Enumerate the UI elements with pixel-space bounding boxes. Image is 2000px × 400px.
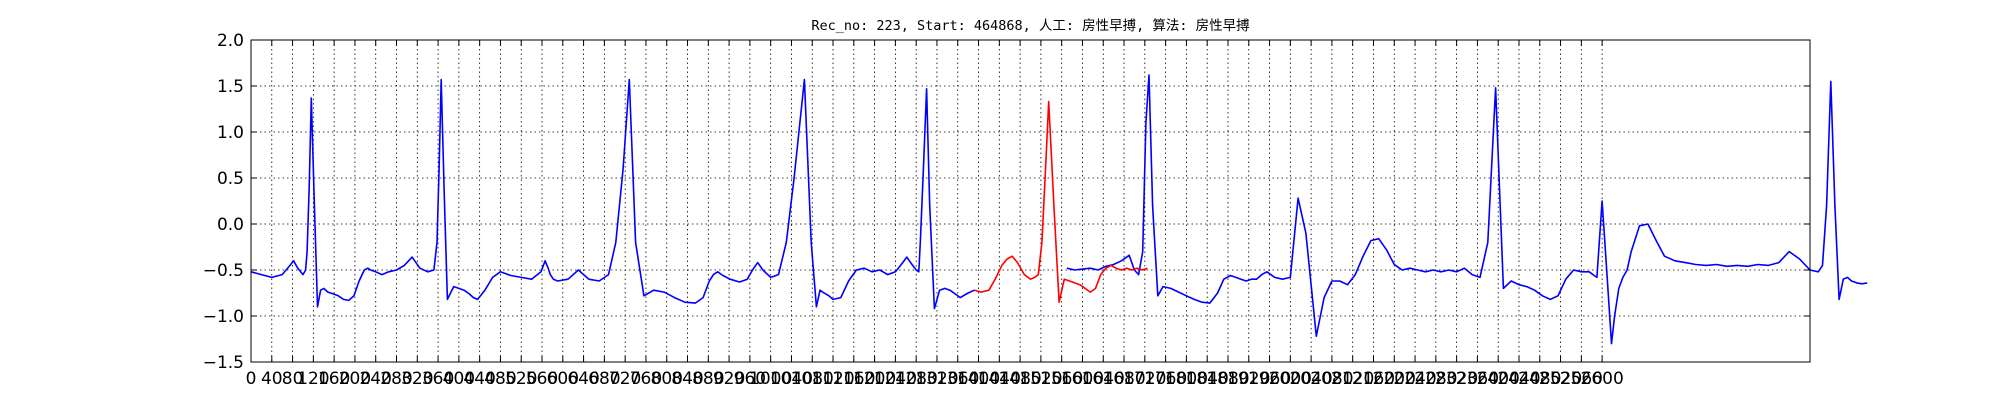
x-tick-label: 2400 — [1477, 369, 1520, 389]
x-tick-label: 2040 — [1289, 369, 1332, 389]
x-tick-label: 1320 — [915, 369, 958, 389]
x-tick-label: 2280 — [1414, 369, 1457, 389]
x-tick-label: 1520 — [1019, 369, 1062, 389]
x-tick-label: 1840 — [1186, 369, 1229, 389]
y-tick-label: −1.5 — [203, 353, 244, 373]
x-tick-label: 80 — [282, 369, 304, 389]
x-tick-label: 1000 — [749, 369, 792, 389]
y-tick-label: 1.0 — [217, 123, 244, 143]
x-tick-label: 1960 — [1248, 369, 1291, 389]
x-tick-label: 240 — [359, 369, 391, 389]
x-tick-label: 120 — [297, 369, 329, 389]
y-tick-label: −0.5 — [203, 261, 244, 281]
x-tick-label: 1560 — [1040, 369, 1083, 389]
chart-title: Rec_no: 223, Start: 464868, 人工: 房性早搏, 算法… — [811, 17, 1249, 34]
x-tick-label: 560 — [526, 369, 558, 389]
x-tick-label: 200 — [339, 369, 371, 389]
x-tick-label: 1160 — [832, 369, 875, 389]
x-tick-label: 720 — [609, 369, 641, 389]
x-tick-label: 1680 — [1102, 369, 1145, 389]
x-tick-label: 800 — [651, 369, 683, 389]
series-line-1-0 — [974, 100, 1148, 304]
x-tick-label: 2480 — [1518, 369, 1561, 389]
series-line-0-1 — [1066, 74, 1632, 345]
x-tick-label: 2120 — [1331, 369, 1374, 389]
x-tick-label: 2360 — [1456, 369, 1499, 389]
x-tick-label: 2080 — [1310, 369, 1353, 389]
x-tick-label: 0 — [246, 369, 257, 389]
x-tick-label: 1400 — [957, 369, 1000, 389]
series-line-0-2 — [1630, 80, 1868, 301]
x-tick-label: 2600 — [1581, 369, 1624, 389]
x-tick-label: 1760 — [1144, 369, 1187, 389]
x-tick-label: 920 — [713, 369, 745, 389]
series-line-0-0 — [250, 78, 975, 310]
grid-lines — [251, 40, 1810, 362]
x-tick-label: 1080 — [791, 369, 834, 389]
x-tick-label: 1440 — [978, 369, 1021, 389]
x-tick-label: 1360 — [936, 369, 979, 389]
x-tick-label: 440 — [463, 369, 495, 389]
plot-frame — [250, 39, 1811, 363]
x-tick-label: 400 — [443, 369, 475, 389]
x-tick-label: 1040 — [770, 369, 813, 389]
x-tick-label: 2240 — [1393, 369, 1436, 389]
x-tick-label: 280 — [380, 369, 412, 389]
x-tick-label: 1640 — [1082, 369, 1125, 389]
x-tick-label: 1720 — [1123, 369, 1166, 389]
x-tick-label: 840 — [671, 369, 703, 389]
x-tick-label: 2520 — [1539, 369, 1582, 389]
x-tick-label: 520 — [505, 369, 537, 389]
x-tick-label: 680 — [588, 369, 620, 389]
x-tick-label: 2440 — [1497, 369, 1540, 389]
x-tick-label: 1240 — [874, 369, 917, 389]
x-tick-label: 320 — [401, 369, 433, 389]
y-tick-label: −1.0 — [203, 307, 244, 327]
axis-ticks: −1.5−1.0−0.50.00.51.01.52.00 40 8012016020… — [203, 31, 1810, 389]
x-tick-label: 160 — [318, 369, 350, 389]
x-tick-label: 1920 — [1227, 369, 1270, 389]
x-tick-label: 760 — [630, 369, 662, 389]
x-tick-label: 880 — [692, 369, 724, 389]
x-tick-label: 40 — [261, 369, 283, 389]
y-tick-label: 0.0 — [217, 215, 244, 235]
x-tick-label: 1280 — [895, 369, 938, 389]
x-tick-label: 480 — [484, 369, 516, 389]
y-tick-label: 1.5 — [217, 77, 244, 97]
x-tick-label: 2320 — [1435, 369, 1478, 389]
x-tick-label: 2160 — [1352, 369, 1395, 389]
x-tick-label: 1600 — [1061, 369, 1104, 389]
x-tick-label: 1200 — [853, 369, 896, 389]
y-tick-label: 2.0 — [217, 31, 244, 51]
y-tick-label: 0.5 — [217, 169, 244, 189]
x-tick-label: 1480 — [998, 369, 1041, 389]
x-tick-label: 1120 — [811, 369, 854, 389]
x-tick-label: 1880 — [1206, 369, 1249, 389]
x-tick-label: 2000 — [1269, 369, 1312, 389]
x-tick-label: 360 — [422, 369, 454, 389]
x-tick-label: 2560 — [1560, 369, 1603, 389]
x-tick-label: 960 — [734, 369, 766, 389]
x-tick-label: 2200 — [1373, 369, 1416, 389]
x-tick-label: 600 — [547, 369, 579, 389]
series-lines — [250, 74, 1868, 345]
x-tick-label: 640 — [567, 369, 599, 389]
x-tick-label: 1800 — [1165, 369, 1208, 389]
